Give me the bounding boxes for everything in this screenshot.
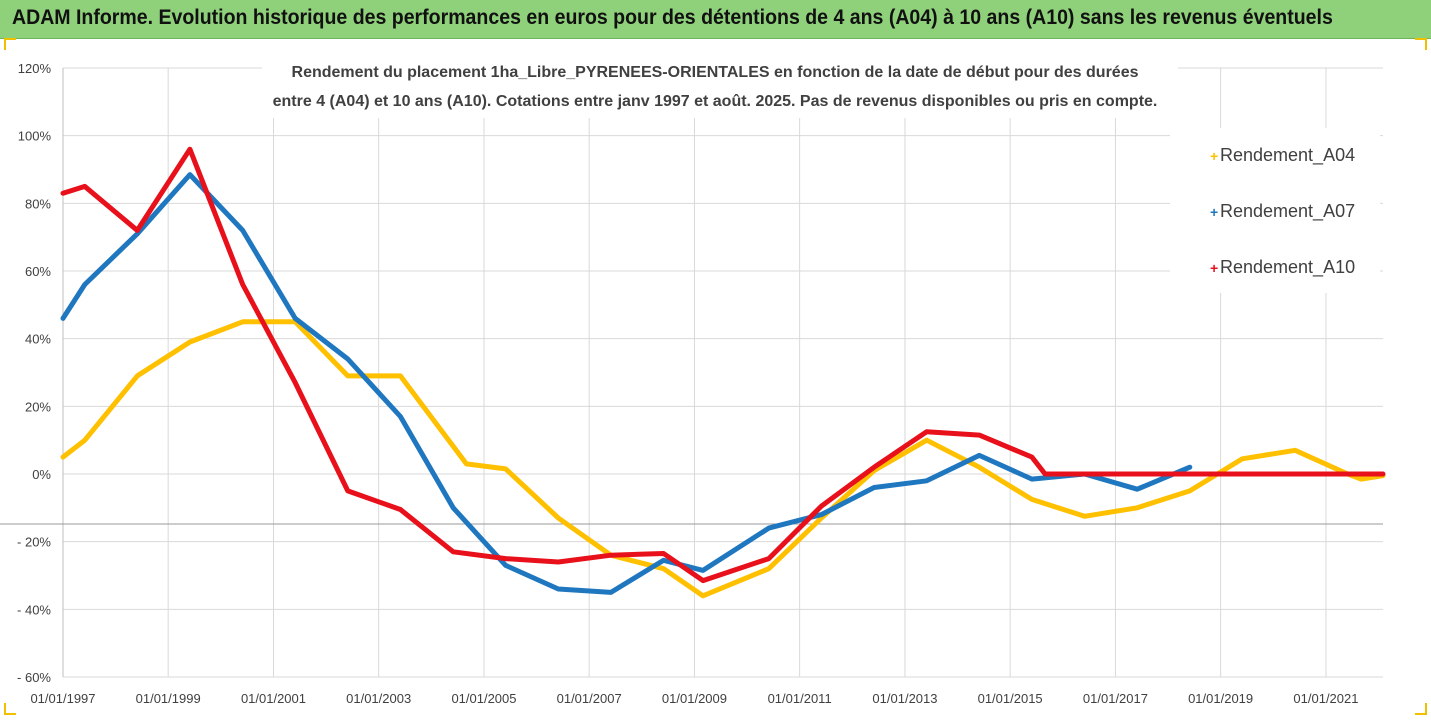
- x-tick-label: 01/01/2007: [557, 691, 622, 706]
- y-tick-label: 100%: [18, 129, 52, 144]
- x-tick-label: 01/01/2005: [451, 691, 516, 706]
- frame-corner-top-left: [4, 38, 16, 50]
- x-tick-label: 01/01/2015: [978, 691, 1043, 706]
- chart-title-line-1: Rendement du placement 1ha_Libre_PYRENEE…: [292, 64, 1139, 81]
- frame-corner-bottom-left: [4, 703, 16, 715]
- chart-title-background: [262, 52, 1178, 118]
- legend-background: [1170, 128, 1380, 293]
- y-tick-label: - 20%: [17, 535, 51, 550]
- frame-corner-bottom-right: [1415, 703, 1427, 715]
- legend-label-A04: Rendement_A04: [1220, 145, 1355, 166]
- banner-title: ADAM Informe. Evolution historique des p…: [12, 6, 1333, 29]
- grid: [0, 67, 1383, 678]
- y-tick-label: 0%: [32, 467, 51, 482]
- series-lines: [60, 146, 1386, 599]
- x-tick-label: 01/01/2001: [241, 691, 306, 706]
- x-tick-label: 01/01/2009: [662, 691, 727, 706]
- chart-title-line-2: entre 4 (A04) et 10 ans (A10). Cotations…: [273, 93, 1158, 110]
- y-tick-label: - 60%: [17, 670, 51, 685]
- x-tick-label: 01/01/2017: [1083, 691, 1148, 706]
- legend-marker-A10: +: [1210, 260, 1218, 276]
- x-tick-label: 01/01/2003: [346, 691, 411, 706]
- y-tick-label: 20%: [25, 399, 51, 414]
- x-axis-ticks: 01/01/1997 01/01/1999 01/01/2001 01/01/2003…: [30, 691, 1358, 706]
- y-axis-ticks: 120% 100% 80% 60% 40% 20% 0% - 20% - 40% - 60%: [17, 61, 51, 685]
- legend-marker-A04: +: [1210, 148, 1218, 164]
- y-tick-label: - 40%: [17, 602, 51, 617]
- legend-label-A10: Rendement_A10: [1220, 257, 1355, 278]
- y-tick-label: 40%: [25, 332, 51, 347]
- x-tick-label: 01/01/2013: [872, 691, 937, 706]
- legend-label-A07: Rendement_A07: [1220, 201, 1355, 222]
- legend: + Rendement_A04+ Rendement_A07+ Rendement_A…: [1170, 128, 1380, 293]
- x-tick-label: 01/01/1997: [30, 691, 95, 706]
- x-tick-label: 01/01/2021: [1293, 691, 1358, 706]
- series-line-A07: [60, 172, 1193, 595]
- series-line-A10: [60, 146, 1386, 584]
- x-tick-label: 01/01/2019: [1188, 691, 1253, 706]
- title-banner: ADAM Informe. Evolution historique des p…: [0, 0, 1431, 39]
- y-tick-label: 80%: [25, 196, 51, 211]
- y-tick-label: 120%: [18, 61, 52, 76]
- legend-marker-A07: +: [1210, 204, 1218, 220]
- x-tick-label: 01/01/2011: [768, 691, 832, 706]
- frame-corner-top-right: [1415, 38, 1427, 50]
- x-tick-label: 01/01/1999: [136, 691, 201, 706]
- y-tick-label: 60%: [25, 264, 51, 279]
- line-chart: 120% 100% 80% 60% 40% 20% 0% - 20% - 40% - 60% 01…: [0, 52, 1386, 706]
